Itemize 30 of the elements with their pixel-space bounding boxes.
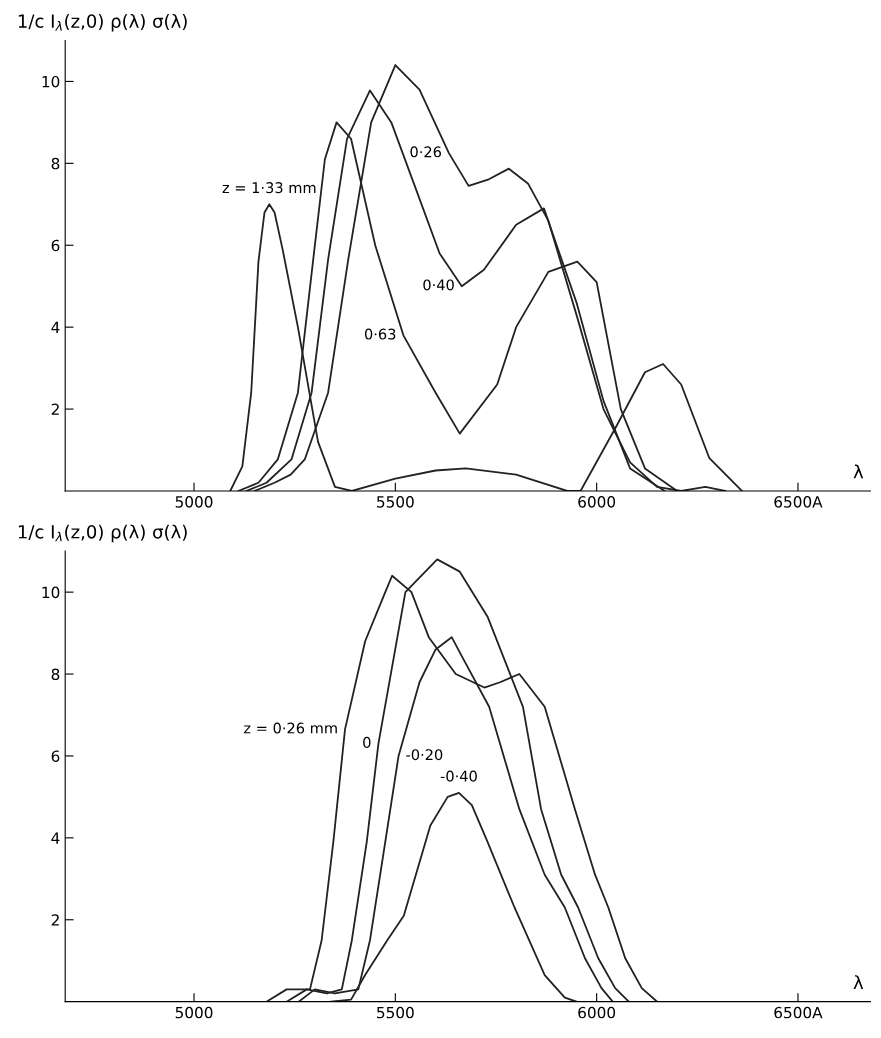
y-tick-label: 6 [51,750,60,762]
y-tick-label: 10 [42,586,60,599]
x-tick-label: 6500A [774,1006,823,1019]
x-tick-label: 6000 [578,496,616,508]
y-axis-title: 1/c I$_{λ}$(z,0) ρ(λ) σ(λ) [18,13,187,32]
annotation: z = 1·33 mm [222,182,316,194]
y-tick-label: 4 [51,321,60,333]
x-tick-label: 6000 [578,1006,616,1019]
annotation: 0 [363,736,371,748]
annotation: 0·63 [364,328,396,340]
y-tick-label: 10 [42,75,60,88]
annotation: -0·40 [440,770,477,782]
annotation: -0·20 [406,749,443,761]
y-tick-label: 8 [51,157,60,170]
y-tick-label: 6 [51,239,60,252]
x-tick-label: 6500A [774,496,823,508]
x-tick-label: 5500 [377,1006,414,1019]
annotation: 0·40 [423,279,454,291]
y-tick-label: 2 [51,914,59,926]
x-axis-title: λ [853,975,864,989]
x-tick-label: 5000 [175,496,213,508]
x-axis-title: λ [853,464,864,479]
y-tick-label: 8 [51,668,60,681]
x-tick-label: 5500 [377,496,414,508]
x-tick-label: 5000 [175,1006,213,1019]
annotation: 0·26 [410,146,442,158]
annotation: z = 0·26 mm [244,722,337,734]
y-axis-title: 1/c I$_{λ}$(z,0) ρ(λ) σ(λ) [18,524,187,543]
y-tick-label: 4 [51,832,60,844]
y-tick-label: 2 [51,403,59,415]
